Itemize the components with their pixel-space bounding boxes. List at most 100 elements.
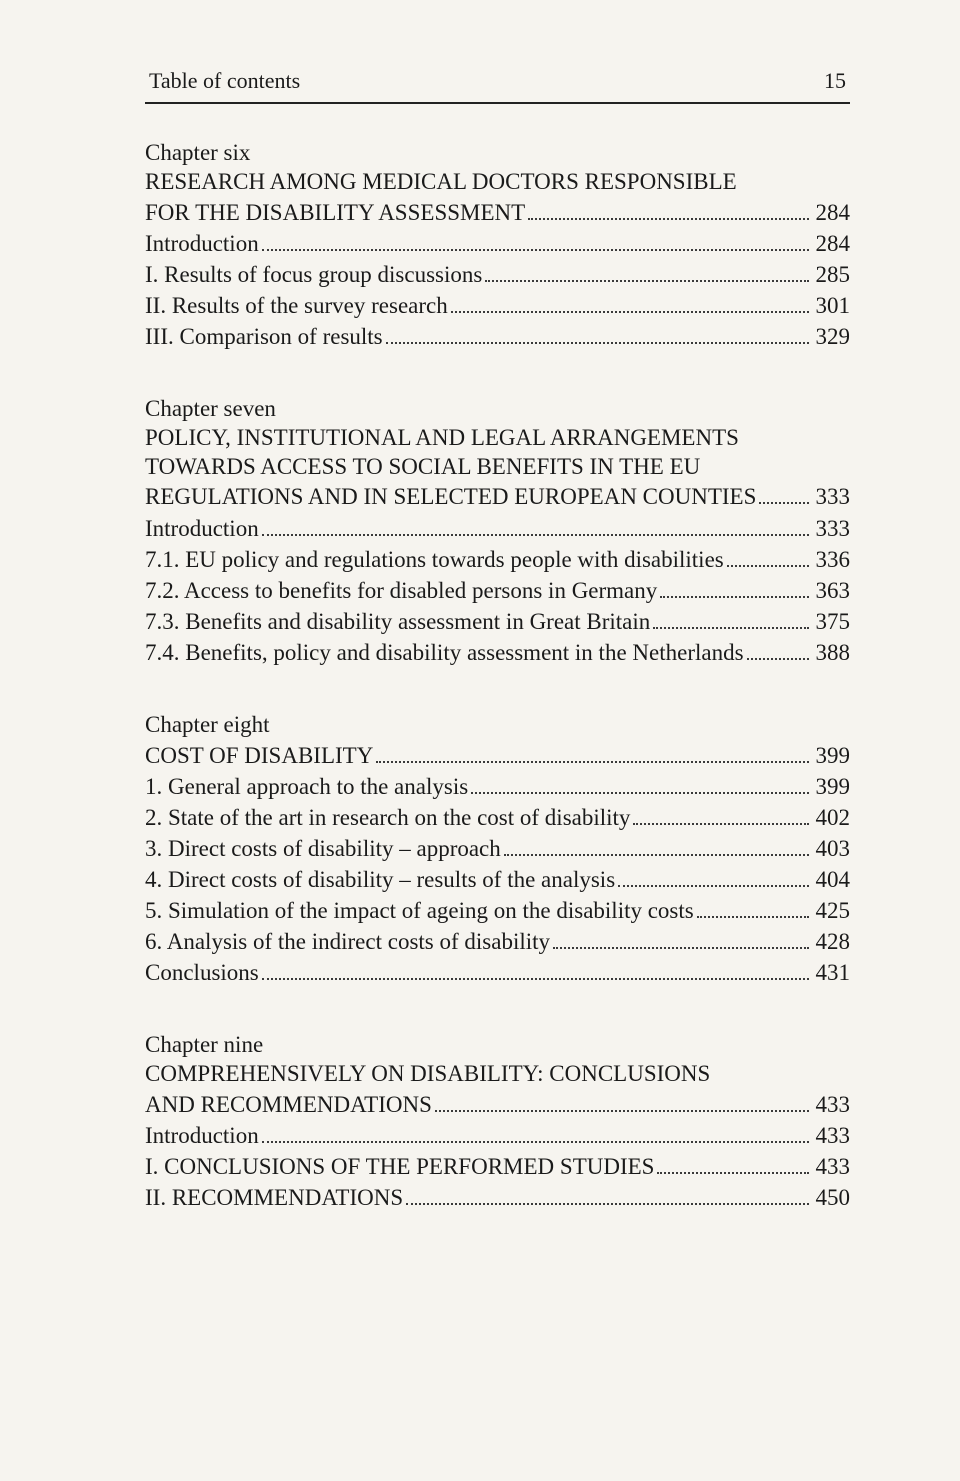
toc-dots: [747, 658, 809, 660]
toc-page: 336: [812, 544, 851, 575]
toc-page: 333: [812, 513, 851, 544]
toc-page: 399: [812, 771, 851, 802]
toc-dots: [528, 218, 808, 220]
toc-entry: Introduction 433: [145, 1120, 850, 1151]
chapter-title-line: POLICY, INSTITUTIONAL AND LEGAL ARRANGEM…: [145, 424, 850, 453]
chapter-six: Chapter six RESEARCH AMONG MEDICAL DOCTO…: [145, 140, 850, 352]
chapter-eight: Chapter eight COST OF DISABILITY 399 1. …: [145, 712, 850, 988]
toc-entry: III. Comparison of results 329: [145, 321, 850, 352]
toc-dots: [633, 823, 808, 825]
chapter-label: Chapter nine: [145, 1032, 850, 1058]
toc-lead: FOR THE DISABILITY ASSESSMENT: [145, 197, 525, 228]
toc-page: 402: [812, 802, 851, 833]
toc-lead: COST OF DISABILITY: [145, 740, 373, 771]
toc-dots: [653, 627, 808, 629]
toc-dots: [435, 1110, 809, 1112]
toc-page: 425: [812, 895, 851, 926]
toc-lead: REGULATIONS AND IN SELECTED EUROPEAN COU…: [145, 481, 756, 512]
chapter-label: Chapter six: [145, 140, 850, 166]
toc-lead: I. Results of focus group discussions: [145, 259, 482, 290]
toc-page: 428: [812, 926, 851, 957]
toc-entry: II. Results of the survey research 301: [145, 290, 850, 321]
chapter-title-line: COMPREHENSIVELY ON DISABILITY: CONCLUSIO…: [145, 1060, 850, 1089]
toc-page: 433: [812, 1120, 851, 1151]
toc-page: 363: [812, 575, 851, 606]
toc-entry: 7.3. Benefits and disability assessment …: [145, 606, 850, 637]
toc-entry: Introduction 284: [145, 228, 850, 259]
toc-dots: [406, 1203, 808, 1205]
toc-entry: I. Results of focus group discussions 28…: [145, 259, 850, 290]
running-head-page-number: 15: [824, 68, 846, 94]
toc-dots: [376, 761, 808, 763]
toc-lead: 5. Simulation of the impact of ageing on…: [145, 895, 694, 926]
header-rule: [145, 102, 850, 104]
toc-dots: [660, 596, 808, 598]
toc-entry: 5. Simulation of the impact of ageing on…: [145, 895, 850, 926]
toc-lead: 1. General approach to the analysis: [145, 771, 468, 802]
page: Table of contents 15 Chapter six RESEARC…: [0, 0, 960, 1481]
toc-lead: 7.2. Access to benefits for disabled per…: [145, 575, 657, 606]
running-head: Table of contents 15: [145, 68, 850, 94]
toc-lead: Introduction: [145, 1120, 259, 1151]
toc-entry: 4. Direct costs of disability – results …: [145, 864, 850, 895]
toc-lead: Conclusions: [145, 957, 259, 988]
chapter-title-line-with-page: REGULATIONS AND IN SELECTED EUROPEAN COU…: [145, 481, 850, 512]
toc-entry: 3. Direct costs of disability – approach…: [145, 833, 850, 864]
toc-lead: Introduction: [145, 513, 259, 544]
toc-page: 284: [812, 228, 851, 259]
toc-entry: Conclusions 431: [145, 957, 850, 988]
toc-dots: [504, 854, 809, 856]
chapter-label: Chapter eight: [145, 712, 850, 738]
chapter-label: Chapter seven: [145, 396, 850, 422]
toc-lead: 2. State of the art in research on the c…: [145, 802, 630, 833]
toc-page: 403: [812, 833, 851, 864]
toc-dots: [386, 342, 809, 344]
toc-lead: AND RECOMMENDATIONS: [145, 1089, 432, 1120]
toc-lead: 7.3. Benefits and disability assessment …: [145, 606, 650, 637]
chapter-seven: Chapter seven POLICY, INSTITUTIONAL AND …: [145, 396, 850, 668]
toc-dots: [697, 916, 809, 918]
toc-lead: 7.4. Benefits, policy and disability ass…: [145, 637, 744, 668]
toc-dots: [485, 280, 808, 282]
chapter-nine: Chapter nine COMPREHENSIVELY ON DISABILI…: [145, 1032, 850, 1213]
toc-page: 399: [812, 740, 851, 771]
toc-dots: [451, 311, 809, 313]
toc-dots: [262, 534, 809, 536]
chapter-title-line-with-page: COST OF DISABILITY 399: [145, 740, 850, 771]
toc-page: 301: [812, 290, 851, 321]
toc-page: 433: [812, 1089, 851, 1120]
chapter-title-line-with-page: AND RECOMMENDATIONS 433: [145, 1089, 850, 1120]
toc-entry: II. RECOMMENDATIONS 450: [145, 1182, 850, 1213]
chapter-title-line: RESEARCH AMONG MEDICAL DOCTORS RESPONSIB…: [145, 168, 850, 197]
toc-page: 433: [812, 1151, 851, 1182]
toc-dots: [262, 249, 809, 251]
toc-page: 284: [812, 197, 851, 228]
toc-dots: [553, 947, 808, 949]
chapter-title-line-with-page: FOR THE DISABILITY ASSESSMENT 284: [145, 197, 850, 228]
toc-entry: I. CONCLUSIONS OF THE PERFORMED STUDIES …: [145, 1151, 850, 1182]
toc-lead: 3. Direct costs of disability – approach: [145, 833, 501, 864]
toc-entry: 7.4. Benefits, policy and disability ass…: [145, 637, 850, 668]
toc-dots: [618, 885, 808, 887]
toc-lead: 4. Direct costs of disability – results …: [145, 864, 615, 895]
toc-dots: [262, 1141, 809, 1143]
toc-page: 388: [812, 637, 851, 668]
chapter-title-line: TOWARDS ACCESS TO SOCIAL BENEFITS IN THE…: [145, 453, 850, 482]
toc-lead: III. Comparison of results: [145, 321, 383, 352]
toc-dots: [262, 978, 809, 980]
toc-entry: 2. State of the art in research on the c…: [145, 802, 850, 833]
toc-dots: [727, 565, 809, 567]
toc-page: 333: [812, 481, 851, 512]
toc-page: 329: [812, 321, 851, 352]
toc-lead: II. RECOMMENDATIONS: [145, 1182, 403, 1213]
toc-lead: 6. Analysis of the indirect costs of dis…: [145, 926, 550, 957]
toc-entry: 7.1. EU policy and regulations towards p…: [145, 544, 850, 575]
toc-entry: 1. General approach to the analysis 399: [145, 771, 850, 802]
toc-page: 285: [812, 259, 851, 290]
toc-dots: [759, 502, 808, 504]
toc-page: 431: [812, 957, 851, 988]
toc-lead: Introduction: [145, 228, 259, 259]
toc-lead: 7.1. EU policy and regulations towards p…: [145, 544, 724, 575]
toc-entry: Introduction 333: [145, 513, 850, 544]
toc-lead: I. CONCLUSIONS OF THE PERFORMED STUDIES: [145, 1151, 654, 1182]
